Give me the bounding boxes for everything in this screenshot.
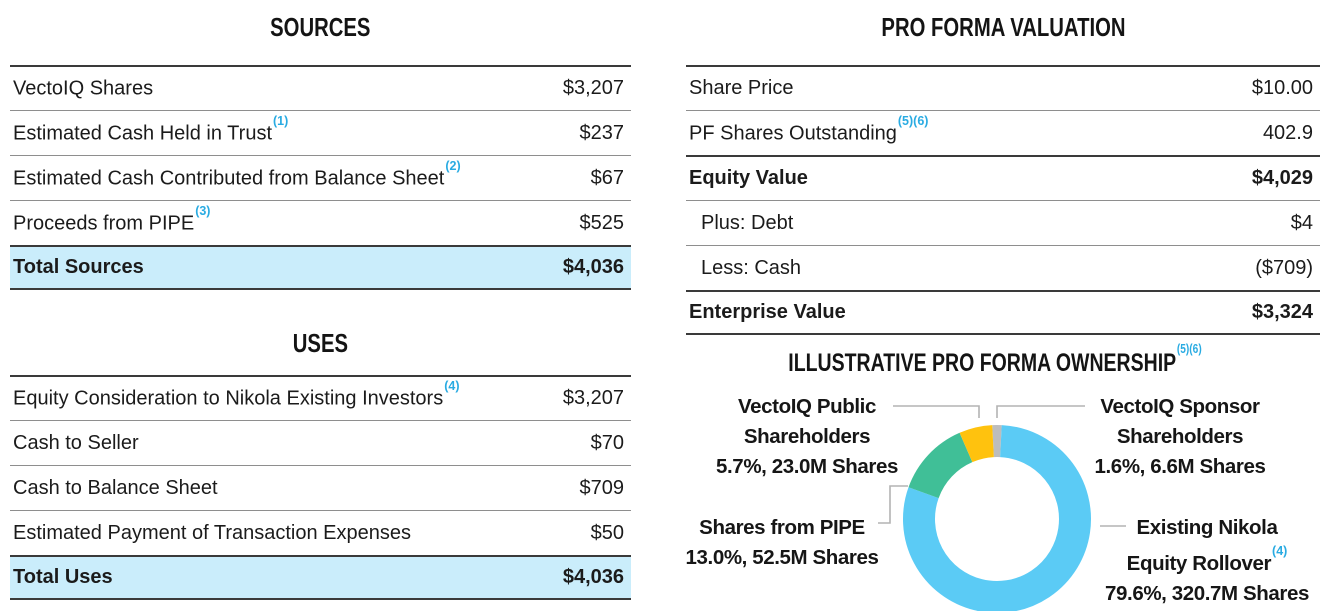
footnote-ref: (5)(6): [897, 113, 929, 128]
table-row: Plus: Debt $4: [686, 200, 1320, 245]
valuation-title: PRO FORMA VALUATION: [686, 12, 1320, 43]
row-value: $4,036: [562, 566, 624, 588]
leader-line-sponsor: [996, 405, 1085, 418]
row-label: Less: Cash: [701, 256, 802, 279]
row-value: $3,207: [562, 77, 624, 99]
row-value: $50: [590, 521, 624, 544]
table-row: VectoIQ Shares $3,207: [10, 65, 631, 110]
row-label: Total Sources: [13, 256, 144, 278]
row-label: PF Shares Outstanding(5)(6): [689, 113, 929, 145]
footnote-ref: (1): [273, 113, 289, 128]
table-row: Share Price $10.00: [686, 65, 1320, 110]
valuation-table: Share Price $10.00 PF Shares Outstanding…: [686, 65, 1320, 335]
sources-table: VectoIQ Shares $3,207 Estimated Cash Hel…: [10, 65, 631, 290]
row-value: $4,029: [1251, 167, 1313, 189]
row-value: $3,207: [562, 387, 624, 409]
table-row: Cash to Seller $70: [10, 420, 631, 465]
donut-segment-vectoiq-public-shareholders: [959, 425, 995, 463]
row-label: VectoIQ Shares: [13, 77, 154, 100]
footnote-ref: (3): [195, 203, 211, 218]
row-label: Equity Value: [689, 167, 808, 189]
uses-title: USES: [10, 328, 631, 359]
table-row-subtotal: Equity Value $4,029: [686, 155, 1320, 200]
ownership-title: ILLUSTRATIVE PRO FORMA OWNERSHIP(5)(6): [660, 340, 1329, 378]
chart-label-sponsor: VectoIQ Sponsor Shareholders 1.6%, 6.6M …: [1094, 395, 1266, 478]
row-label: Share Price: [689, 77, 794, 99]
row-label: Cash to Seller: [13, 431, 139, 454]
table-row-total: Total Sources $4,036: [10, 245, 631, 290]
row-value: $4,036: [562, 256, 624, 278]
donut-segments: [903, 425, 1091, 611]
row-label: Estimated Cash Held in Trust(1): [13, 113, 289, 145]
footnote-ref: (2): [445, 158, 461, 173]
footnote-ref: (4): [444, 379, 460, 394]
row-label: Cash to Balance Sheet: [13, 476, 218, 499]
sources-title: SOURCES: [10, 12, 631, 43]
donut-segment-shares-from-pipe: [908, 432, 973, 499]
ownership-donut-chart: [878, 405, 1126, 611]
row-value: 402.9: [1262, 121, 1313, 144]
row-value: $3,324: [1251, 301, 1313, 323]
table-row: Estimated Cash Held in Trust(1) $237: [10, 110, 631, 155]
sources-title-text: SOURCES: [270, 12, 371, 42]
table-row: Less: Cash ($709): [686, 245, 1320, 290]
row-value: $70: [590, 431, 624, 454]
chart-label-nikola: Existing Nikola Equity Rollover(4) 79.6%…: [1105, 516, 1309, 605]
footnote-ref: (4): [1272, 544, 1288, 558]
valuation-title-text: PRO FORMA VALUATION: [880, 12, 1126, 42]
row-label: Proceeds from PIPE(3): [13, 203, 211, 235]
footnote-ref: (5)(6): [1176, 340, 1202, 356]
chart-label-public: VectoIQ Public Shareholders 5.7%, 23.0M …: [716, 395, 898, 478]
table-row: Cash to Balance Sheet $709: [10, 465, 631, 510]
row-label: Estimated Cash Contributed from Balance …: [13, 158, 461, 190]
row-label: Equity Consideration to Nikola Existing …: [13, 379, 460, 410]
donut-segment-existing-nikola-equity-rollover: [903, 425, 1091, 611]
leader-line-public: [893, 405, 980, 418]
uses-table: Equity Consideration to Nikola Existing …: [10, 375, 631, 600]
chart-label-pipe: Shares from PIPE 13.0%, 52.5M Shares: [685, 516, 879, 569]
table-row: Estimated Cash Contributed from Balance …: [10, 155, 631, 200]
row-value: $4: [1290, 211, 1313, 234]
table-row: Equity Consideration to Nikola Existing …: [10, 375, 631, 420]
ownership-title-text: ILLUSTRATIVE PRO FORMA OWNERSHIP(5)(6): [787, 340, 1202, 377]
table-row-total: Enterprise Value $3,324: [686, 290, 1320, 335]
row-value: $67: [590, 166, 624, 189]
uses-title-text: USES: [292, 328, 349, 358]
row-label: Plus: Debt: [701, 211, 794, 234]
table-row-total: Total Uses $4,036: [10, 555, 631, 600]
row-label: Total Uses: [13, 566, 113, 588]
row-value: $10.00: [1251, 77, 1313, 99]
row-label: Estimated Payment of Transaction Expense…: [13, 521, 411, 544]
row-value: ($709): [1255, 256, 1313, 279]
table-row: PF Shares Outstanding(5)(6) 402.9: [686, 110, 1320, 155]
row-value: $525: [579, 211, 625, 234]
table-row: Proceeds from PIPE(3) $525: [10, 200, 631, 245]
row-label: Enterprise Value: [689, 301, 846, 323]
leader-line-pipe: [878, 485, 908, 524]
row-value: $709: [579, 476, 625, 499]
table-row: Estimated Payment of Transaction Expense…: [10, 510, 631, 555]
row-value: $237: [579, 121, 625, 144]
